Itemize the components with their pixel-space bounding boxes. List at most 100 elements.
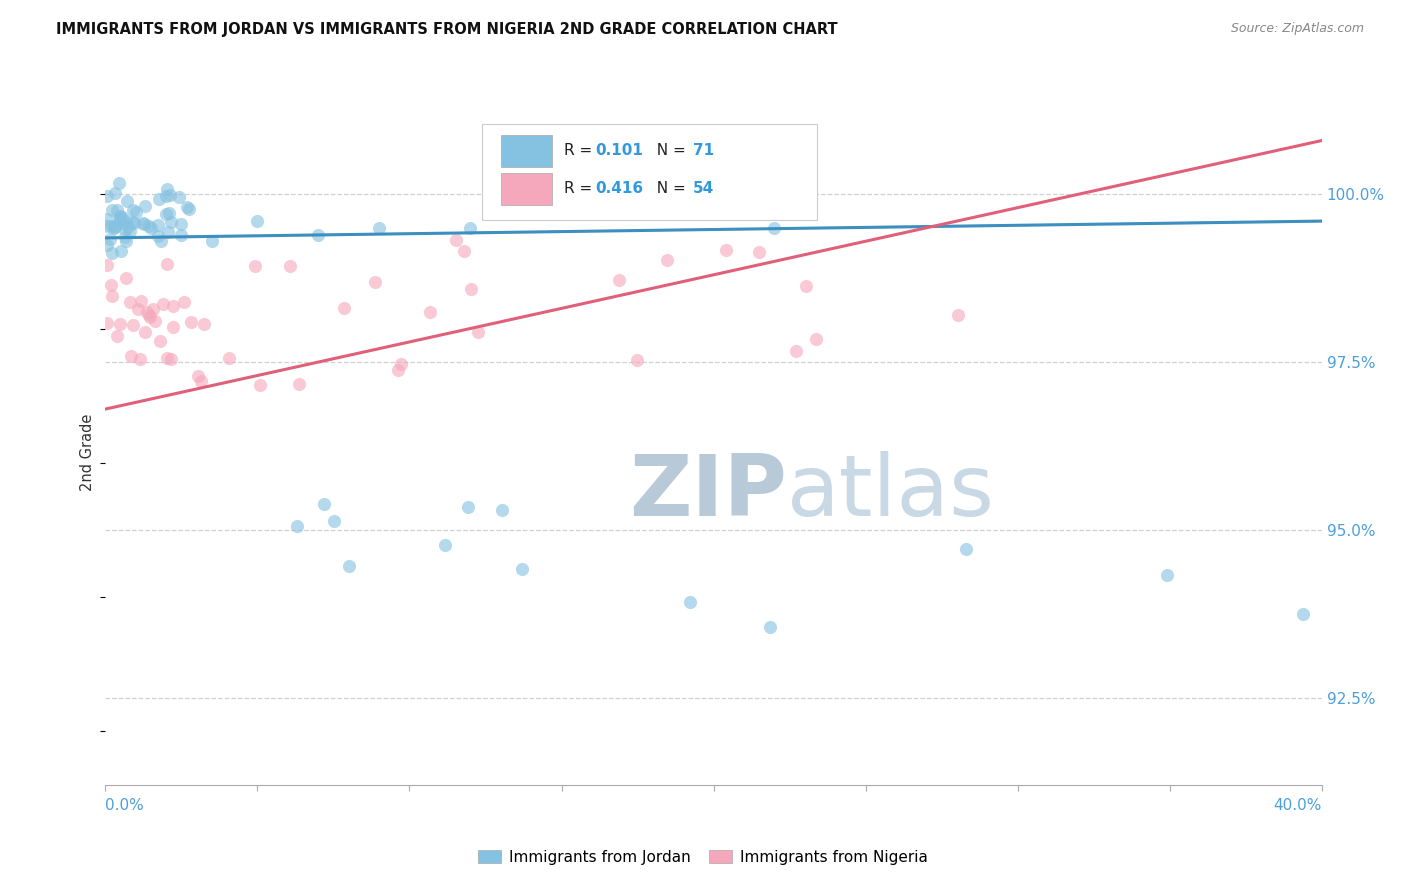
Point	[679, 595, 702, 609]
Point	[512, 562, 534, 576]
FancyBboxPatch shape	[501, 173, 551, 205]
Point	[190, 374, 212, 388]
Point	[110, 210, 132, 224]
Point	[763, 220, 786, 235]
Point	[201, 234, 224, 248]
Text: N =: N =	[647, 144, 690, 159]
Point	[1292, 607, 1315, 621]
Point	[120, 349, 142, 363]
Point	[96, 259, 118, 273]
Point	[626, 353, 648, 368]
Point	[104, 219, 127, 234]
Point	[323, 514, 346, 528]
Point	[955, 542, 977, 557]
Point	[156, 351, 179, 366]
Point	[467, 325, 489, 339]
Text: atlas: atlas	[786, 451, 994, 534]
Point	[162, 299, 184, 313]
Point	[249, 377, 271, 392]
Point	[100, 277, 122, 292]
Point	[150, 234, 173, 248]
Text: ZIP: ZIP	[628, 451, 786, 534]
Point	[114, 234, 136, 248]
Point	[460, 282, 482, 296]
Point	[160, 352, 183, 367]
Point	[108, 212, 131, 227]
Text: 40.0%: 40.0%	[1274, 798, 1322, 814]
Point	[103, 220, 125, 235]
Point	[177, 202, 200, 216]
Point	[121, 203, 143, 218]
Point	[96, 212, 118, 227]
Point	[110, 244, 132, 258]
Text: 71: 71	[693, 144, 714, 159]
Point	[368, 220, 391, 235]
Point	[114, 222, 136, 236]
Point	[134, 325, 156, 339]
Point	[307, 227, 329, 242]
Text: R =: R =	[564, 144, 598, 159]
Point	[149, 334, 172, 349]
Text: R =: R =	[564, 181, 598, 196]
Text: IMMIGRANTS FROM JORDAN VS IMMIGRANTS FROM NIGERIA 2ND GRADE CORRELATION CHART: IMMIGRANTS FROM JORDAN VS IMMIGRANTS FRO…	[56, 22, 838, 37]
Point	[111, 210, 134, 224]
FancyBboxPatch shape	[501, 135, 551, 167]
Point	[434, 538, 457, 552]
Point	[117, 194, 139, 208]
Point	[138, 219, 160, 234]
Point	[112, 216, 135, 230]
Point	[100, 219, 122, 233]
Point	[142, 302, 165, 317]
Point	[333, 301, 356, 316]
Text: 0.101: 0.101	[596, 144, 644, 159]
Point	[122, 318, 145, 332]
Point	[946, 308, 969, 322]
Point	[796, 279, 818, 293]
Point	[96, 189, 118, 203]
Y-axis label: 2nd Grade: 2nd Grade	[80, 414, 96, 491]
Point	[104, 219, 127, 234]
Point	[152, 297, 174, 311]
Point	[122, 215, 145, 229]
Point	[607, 273, 630, 287]
Point	[127, 301, 149, 316]
Point	[363, 275, 385, 289]
Point	[105, 328, 128, 343]
Point	[169, 190, 191, 204]
Point	[96, 316, 118, 330]
Point	[785, 344, 807, 359]
Text: 0.0%: 0.0%	[105, 798, 145, 814]
Point	[155, 189, 177, 203]
Point	[101, 202, 124, 217]
Point	[117, 220, 139, 235]
Point	[187, 369, 209, 384]
Point	[288, 376, 311, 391]
Point	[804, 332, 827, 346]
Point	[156, 257, 179, 271]
Point	[108, 317, 131, 331]
Point	[655, 253, 678, 268]
Point	[131, 216, 153, 230]
Point	[170, 218, 193, 232]
Point	[156, 182, 179, 196]
Point	[148, 218, 170, 232]
Text: Source: ZipAtlas.com: Source: ZipAtlas.com	[1230, 22, 1364, 36]
Point	[458, 220, 481, 235]
Point	[98, 232, 121, 246]
Point	[748, 245, 770, 260]
Point	[389, 357, 412, 371]
Point	[104, 186, 127, 200]
Text: 54: 54	[693, 181, 714, 196]
Point	[156, 226, 179, 240]
Point	[246, 214, 269, 228]
Point	[419, 305, 441, 319]
Point	[314, 497, 336, 511]
Point	[114, 229, 136, 244]
Point	[444, 233, 467, 247]
Point	[173, 295, 195, 310]
Point	[1156, 568, 1178, 582]
Point	[148, 192, 170, 206]
Point	[160, 215, 183, 229]
Point	[118, 294, 141, 309]
Point	[180, 315, 202, 329]
